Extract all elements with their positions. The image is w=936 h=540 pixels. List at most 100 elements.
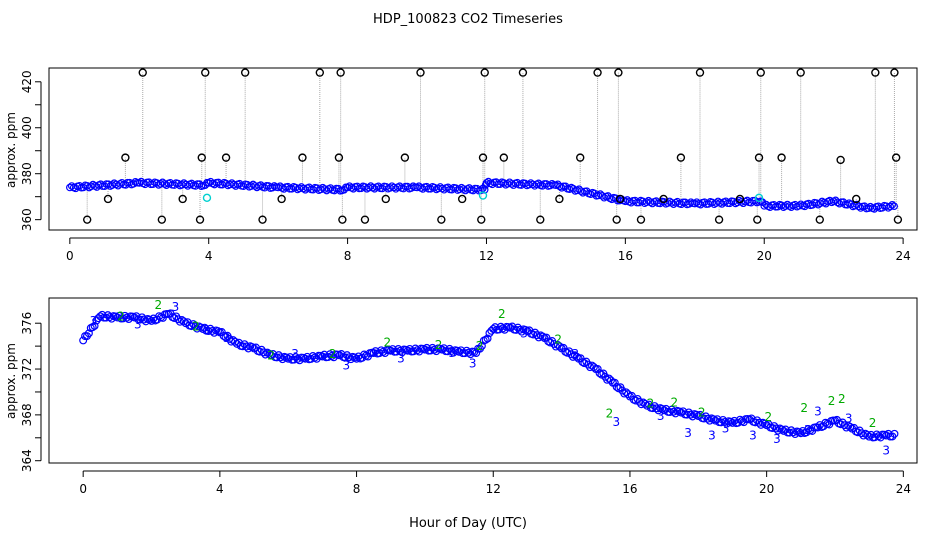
ppm-point bbox=[730, 416, 739, 425]
y-tick-label: 420 bbox=[20, 70, 34, 93]
outlier-point bbox=[178, 194, 187, 204]
ppm-point bbox=[318, 352, 327, 361]
ppm-point bbox=[551, 342, 560, 351]
series-3-label: 3 bbox=[223, 331, 231, 345]
outlier-point bbox=[735, 194, 745, 204]
ppm-point bbox=[654, 406, 663, 415]
panel-top: 0 4 8 12 16 20 24 360 380 400 420 approx. ppm bbox=[4, 67, 918, 263]
ppm-point bbox=[660, 406, 669, 415]
outlier-point bbox=[815, 215, 824, 224]
ppm-point bbox=[118, 178, 126, 187]
series-3-label: 3 bbox=[708, 429, 716, 443]
ppm-point bbox=[378, 184, 387, 193]
ppm-point bbox=[265, 349, 274, 358]
ppm-point bbox=[532, 331, 541, 340]
ppm-point bbox=[443, 347, 452, 356]
ppm-point bbox=[711, 416, 720, 425]
outlier-point bbox=[157, 215, 167, 224]
ppm-point bbox=[555, 182, 564, 191]
series-3-label: 3 bbox=[90, 314, 98, 328]
ppm-point bbox=[703, 414, 712, 423]
x-tick-label: 24 bbox=[895, 249, 910, 263]
ppm-point bbox=[648, 199, 657, 208]
panel-top-x-axis: 0 4 8 12 16 20 24 bbox=[66, 237, 911, 263]
outlier-point bbox=[437, 215, 446, 224]
outlier-point bbox=[338, 215, 347, 224]
ppm-point bbox=[464, 348, 473, 357]
ppm-point bbox=[217, 328, 226, 337]
series-2-label: 2 bbox=[698, 406, 706, 420]
ppm-point bbox=[563, 348, 572, 357]
outlier-point bbox=[221, 153, 231, 162]
ppm-point bbox=[193, 324, 202, 333]
x-tick-label: 4 bbox=[216, 482, 224, 496]
series-2-label: 2 bbox=[329, 347, 337, 361]
ppm-point bbox=[481, 335, 490, 344]
ppm-point bbox=[728, 418, 737, 427]
ppm-point bbox=[344, 353, 353, 362]
ppm-point bbox=[341, 353, 350, 362]
ppm-point bbox=[593, 364, 602, 373]
ppm-point bbox=[766, 203, 774, 211]
series-3-label: 3 bbox=[804, 423, 812, 437]
outlier-point bbox=[612, 215, 621, 224]
ppm-point bbox=[179, 317, 188, 326]
ppm-point bbox=[842, 423, 851, 432]
ppm-point bbox=[631, 396, 640, 405]
highlight-point bbox=[478, 191, 488, 200]
series-3-label: 3 bbox=[722, 422, 730, 436]
series-2-label: 2 bbox=[498, 307, 506, 321]
ppm-point bbox=[890, 429, 899, 438]
ppm-point bbox=[204, 327, 213, 336]
outlier-point bbox=[518, 68, 528, 77]
series-3-label: 3 bbox=[612, 415, 620, 429]
series-3-label: 3 bbox=[749, 429, 757, 443]
ppm-point bbox=[688, 412, 697, 421]
series-3-label: 3 bbox=[773, 432, 781, 446]
ppm-point bbox=[538, 332, 547, 341]
series-2-label: 2 bbox=[435, 338, 443, 352]
ppm-point bbox=[79, 336, 88, 345]
panel-top-connectors bbox=[86, 72, 899, 220]
ppm-point bbox=[760, 419, 769, 428]
panel-top-points bbox=[66, 68, 903, 224]
ppm-point bbox=[268, 183, 277, 192]
outlier-point bbox=[195, 215, 205, 224]
outlier-point bbox=[315, 68, 325, 77]
outlier-point bbox=[240, 68, 250, 77]
ppm-point bbox=[90, 321, 99, 330]
ppm-point bbox=[512, 325, 521, 334]
ppm-point bbox=[755, 418, 764, 427]
ppm-point bbox=[196, 323, 205, 332]
outlier-point bbox=[576, 153, 585, 162]
figure-title: HDP_100823 CO2 Timeseries bbox=[373, 12, 563, 27]
ppm-point bbox=[542, 180, 551, 188]
series-2-label: 2 bbox=[647, 396, 655, 410]
ppm-point bbox=[84, 329, 93, 338]
x-tick-label: 20 bbox=[759, 482, 774, 496]
ppm-point bbox=[264, 182, 273, 190]
ppm-point bbox=[272, 353, 281, 362]
ppm-point bbox=[396, 346, 405, 355]
ppm-point bbox=[371, 347, 380, 356]
outlier-point bbox=[836, 155, 845, 165]
ppm-point bbox=[846, 422, 855, 431]
ppm-point bbox=[489, 324, 498, 333]
ppm-point bbox=[665, 408, 674, 417]
ppm-point bbox=[284, 354, 293, 363]
y-tick-label: 376 bbox=[20, 312, 34, 335]
y-tick-label: 400 bbox=[20, 116, 34, 139]
ppm-point bbox=[413, 346, 422, 355]
x-tick-label: 12 bbox=[479, 249, 494, 263]
ppm-point bbox=[770, 200, 778, 209]
panel-bottom-y-axis: 364 368 372 376 bbox=[20, 312, 42, 472]
ppm-point bbox=[865, 432, 874, 441]
ppm-point bbox=[652, 404, 661, 413]
series-2-label: 2 bbox=[765, 410, 773, 424]
ppm-point bbox=[791, 430, 800, 439]
panel-top-y-axis-label: approx. ppm bbox=[4, 112, 18, 188]
ppm-point bbox=[854, 202, 863, 211]
ppm-point bbox=[248, 343, 257, 352]
y-tick-label: 364 bbox=[20, 449, 34, 472]
